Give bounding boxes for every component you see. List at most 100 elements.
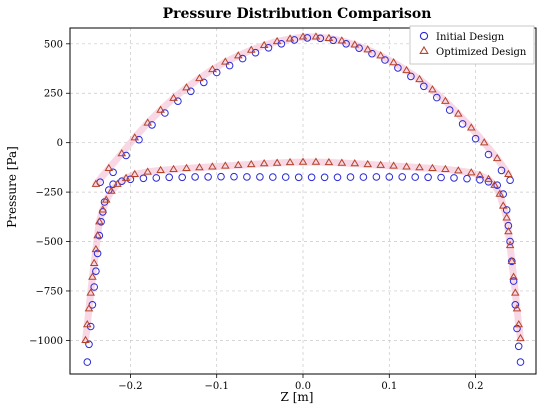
optimized-design-point (104, 163, 114, 172)
initial-design-point (174, 97, 182, 105)
optimized-design-point (221, 57, 230, 65)
optimized-design-point (86, 288, 96, 296)
initial-design-point (333, 173, 342, 182)
legend-marker-initial (419, 31, 429, 41)
legend-marker-optimized (419, 45, 429, 54)
optimized-design-point (91, 179, 101, 187)
initial-design-point (450, 174, 458, 182)
initial-design-point (161, 109, 169, 117)
optimized-design-point (208, 64, 217, 73)
initial-design-point (437, 173, 445, 182)
x-tick-label: −0.2 (118, 381, 142, 392)
initial-design-point (230, 172, 238, 181)
optimized-design-point (81, 335, 90, 344)
initial-design-point (269, 173, 277, 181)
initial-design-point (225, 61, 234, 70)
initial-design-point (93, 249, 102, 258)
optimized-design-point (298, 32, 308, 40)
optimized-design-point (479, 138, 489, 146)
optimized-design-point (233, 160, 243, 168)
initial-design-point (514, 342, 523, 351)
optimized-design-point (492, 153, 502, 162)
optimized-design-point (130, 169, 140, 177)
optimized-design-point (495, 189, 505, 197)
initial-design-point (359, 173, 368, 181)
optimized-design-point (259, 40, 269, 49)
optimized-design-point (337, 36, 347, 44)
optimized-design-point (182, 83, 191, 91)
y-axis-label: Pressure [Pa] (5, 146, 19, 228)
optimized-design-point (402, 65, 411, 74)
initial-design-point (118, 177, 126, 185)
initial-design-point (394, 64, 402, 72)
x-axis-label: Z [m] (281, 390, 314, 404)
x-tick-label: −0.1 (205, 381, 229, 392)
initial-design-point (165, 173, 173, 182)
initial-design-point (497, 166, 506, 175)
optimized-design-point (504, 227, 513, 235)
optimized-design-point (91, 244, 101, 253)
optimized-design-point (89, 258, 99, 266)
initial-design-point (178, 173, 186, 182)
optimized-design-point (498, 201, 508, 209)
optimized-design-point (484, 174, 493, 182)
initial-design-point (516, 358, 525, 366)
optimized-design-point (389, 161, 398, 169)
initial-design-point (372, 173, 381, 181)
optimized-design-point (454, 166, 463, 174)
initial-design-point (281, 173, 290, 181)
optimized-design-point (311, 157, 321, 165)
optimized-design-point (490, 180, 499, 188)
initial-design-point (411, 173, 420, 181)
y-tick-label: −250 (36, 188, 63, 199)
x-tick-label: 0.2 (468, 381, 484, 392)
optimized-design-point (285, 34, 295, 42)
optimized-design-point (84, 304, 94, 312)
legend-label-optimized: Optimized Design (436, 47, 527, 58)
initial-design-point (212, 68, 221, 77)
initial-design-point (484, 150, 493, 159)
data-points (81, 32, 525, 366)
optimized-design-point (509, 272, 518, 280)
optimized-design-point (272, 36, 282, 45)
chart-title: Pressure Distribution Comparison (163, 6, 432, 22)
optimized-design-point (514, 319, 524, 328)
initial-design-point (294, 173, 303, 182)
initial-design-point (243, 173, 251, 181)
initial-design-point (90, 283, 98, 291)
initial-design-point (398, 173, 407, 181)
initial-design-point (126, 175, 135, 184)
initial-design-point (509, 277, 518, 285)
optimized-design-point (272, 158, 282, 166)
optimized-design-point (441, 96, 450, 104)
initial-design-point (307, 173, 316, 182)
optimized-design-point (95, 217, 104, 225)
initial-design-point (303, 34, 312, 42)
initial-design-point (187, 87, 195, 96)
initial-design-point (445, 106, 454, 114)
optimized-design-point (389, 58, 398, 66)
initial-design-point (476, 176, 484, 184)
initial-design-point (381, 56, 389, 64)
optimized-design-point (259, 159, 269, 167)
y-tick-label: −1000 (29, 336, 63, 347)
optimized-design-point (466, 168, 476, 176)
y-axis-ticks: 500 250 0 −250 −500 −750 −1000 (29, 39, 70, 347)
optimized-design-point (507, 256, 517, 264)
optimized-design-point (324, 33, 334, 41)
initial-design-point (506, 176, 514, 184)
x-tick-label: 0.1 (381, 381, 397, 392)
initial-design-point (256, 173, 264, 181)
initial-design-point (152, 174, 161, 182)
optimized-design-point (98, 205, 108, 213)
optimized-design-point (454, 109, 463, 117)
initial-design-point (513, 324, 521, 333)
optimized-design-point (505, 240, 515, 249)
optimized-design-point (350, 40, 360, 48)
optimized-design-point (415, 74, 424, 83)
y-tick-label: 500 (44, 39, 63, 50)
initial-design-point (290, 36, 299, 44)
initial-design-point (238, 54, 247, 63)
initial-design-point (368, 49, 376, 58)
optimized-design-point (246, 159, 256, 168)
